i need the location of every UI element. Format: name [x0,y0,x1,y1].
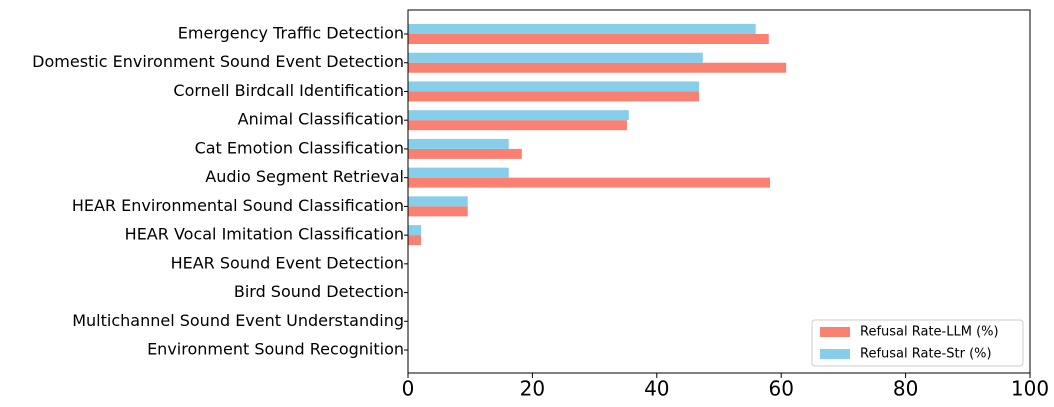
bar [408,120,627,131]
y-tick-label: HEAR Environmental Sound Classification [72,196,404,215]
x-tick-label: 100 [1011,377,1049,401]
y-tick-label: HEAR Sound Event Detection [171,253,404,272]
y-tick-label: Domestic Environment Sound Event Detecti… [32,52,404,71]
y-tick-label: HEAR Vocal Imitation Classification [125,225,404,244]
legend-label: Refusal Rate-Str (%) [860,347,992,362]
x-tick-label: 60 [768,377,793,401]
bar [408,81,700,92]
y-tick-label: Multichannel Sound Event Understanding [72,311,404,330]
bar [408,24,756,34]
bar [408,225,422,236]
legend-box [811,319,1024,367]
y-tick-label: Bird Sound Detection [234,282,404,301]
bar [408,34,769,44]
x-tick-label: 40 [644,377,669,401]
x-tick-label: 0 [402,377,415,401]
bar [408,148,522,159]
plot-frame [407,9,1031,374]
bar [408,196,468,207]
bar [408,62,787,73]
x-tick-label: 80 [893,377,918,401]
bar [408,52,703,63]
y-tick-label: Audio Segment Retrieval [205,167,404,186]
y-tick-label: Cornell Birdcall Identification [173,81,404,100]
bar [408,138,509,149]
legend-label: Refusal Rate-LLM (%) [860,325,999,340]
bar [408,235,422,246]
y-tick-label: Animal Classification [238,110,404,129]
bar [408,91,700,102]
bar [408,206,468,217]
bar [408,110,629,121]
bar [408,167,509,178]
legend-swatch [820,349,850,359]
y-tick-label: Cat Emotion Classification [195,138,404,157]
legend-swatch [820,327,850,337]
y-tick-label: Environment Sound Recognition [147,340,404,359]
x-tick-label: 20 [520,377,545,401]
y-tick-label: Emergency Traffic Detection [178,24,404,43]
bar [408,177,771,188]
